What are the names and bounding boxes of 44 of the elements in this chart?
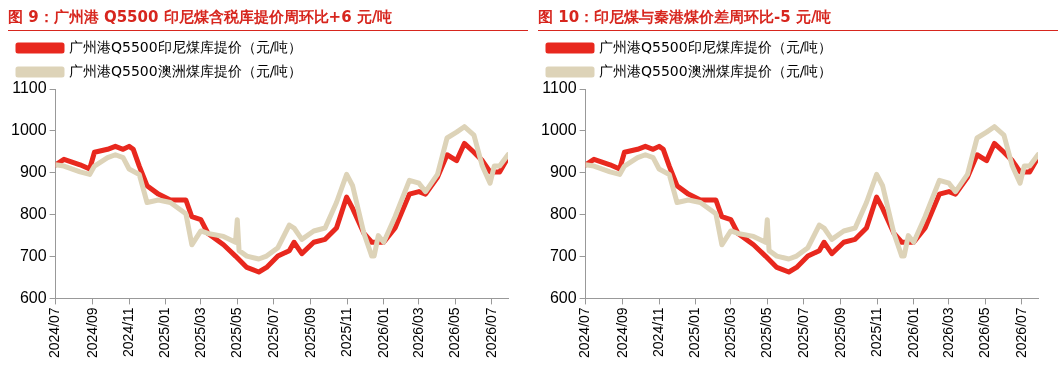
x-tick-label: 2024/11 (119, 307, 136, 357)
x-tick-label: 2025/07 (794, 307, 811, 358)
x-tick-label: 2025/01 (156, 307, 173, 358)
y-tick-label: 700 (19, 246, 47, 264)
x-tick-label: 2025/05 (758, 307, 775, 358)
y-tick-label: 1100 (542, 79, 577, 97)
x-tick-label: 2025/09 (831, 307, 848, 358)
legend-label: 广州港Q5500澳洲煤库提价（元/吨） (599, 62, 833, 79)
x-tick-label: 2024/09 (613, 307, 630, 358)
x-tick-label: 2025/05 (228, 307, 245, 358)
chart-title: 图 9：广州港 Q5500 印尼煤含税库提价周环比+6 元/吨 (8, 8, 528, 31)
x-tick-label: 2025/03 (191, 307, 208, 358)
x-tick-label: 2026/01 (374, 307, 391, 358)
legend-label: 广州港Q5500印尼煤库提价（元/吨） (599, 38, 833, 55)
y-tick-label: 600 (549, 288, 577, 306)
y-tick-label: 700 (549, 246, 577, 264)
x-tick-label: 2025/01 (686, 307, 703, 358)
x-tick-label: 2026/03 (939, 307, 956, 358)
x-tick-label: 2026/03 (409, 307, 426, 358)
y-tick-label: 900 (19, 163, 47, 181)
y-tick-label: 800 (19, 205, 47, 223)
y-tick-label: 900 (549, 163, 577, 181)
x-tick-label: 2024/07 (576, 307, 593, 358)
x-tick-label: 2026/05 (446, 307, 463, 358)
x-tick-label: 2024/07 (46, 307, 63, 358)
y-tick-label: 600 (19, 288, 47, 306)
chart-title: 图 10：印尼煤与秦港煤价差周环比-5 元/吨 (538, 8, 1058, 31)
y-tick-label: 1100 (12, 79, 47, 97)
x-tick-label: 2025/11 (868, 307, 885, 357)
y-tick-label: 1000 (541, 121, 577, 139)
x-tick-label: 2025/09 (301, 307, 318, 358)
x-tick-label: 2024/09 (83, 307, 100, 358)
legend-label: 广州港Q5500印尼煤库提价（元/吨） (69, 38, 303, 55)
x-tick-label: 2025/03 (721, 307, 738, 358)
y-tick-label: 1000 (11, 121, 47, 139)
x-tick-label: 2026/01 (904, 307, 921, 358)
x-tick-label: 2024/11 (649, 307, 666, 357)
x-tick-label: 2026/07 (1012, 307, 1029, 358)
x-tick-label: 2025/07 (264, 307, 281, 358)
y-tick-label: 800 (549, 205, 577, 223)
x-tick-label: 2025/11 (338, 307, 355, 357)
x-tick-label: 2026/07 (482, 307, 499, 358)
legend-label: 广州港Q5500澳洲煤库提价（元/吨） (69, 62, 303, 79)
x-tick-label: 2026/05 (976, 307, 993, 358)
